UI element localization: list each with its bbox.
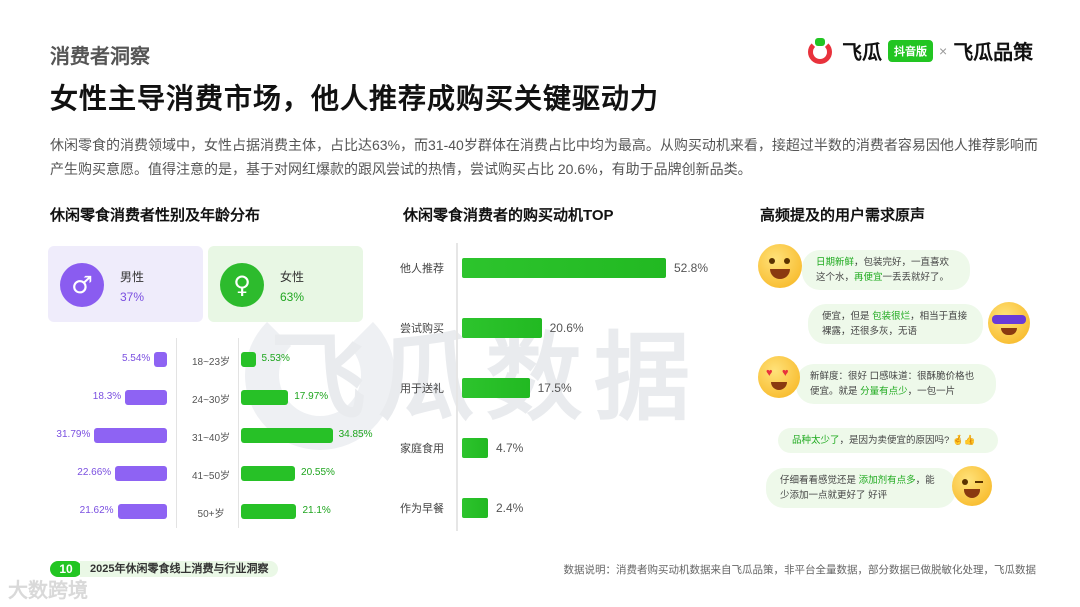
motivation-value: 4.7%	[496, 441, 524, 455]
male-age-value: 5.54%	[121, 353, 151, 364]
brand-logo: 飞瓜 抖音版 × 飞瓜品策	[806, 36, 1033, 65]
motivation-value: 52.8%	[674, 261, 709, 275]
female-age-bar	[241, 466, 296, 481]
logo-separator: ×	[939, 42, 948, 59]
logo-partner: 飞瓜品策	[953, 42, 1034, 64]
motivation-row: 用于送礼 17.5%	[400, 378, 730, 398]
male-age-value: 31.79%	[56, 429, 91, 440]
motivation-row: 他人推荐 52.8%	[400, 258, 730, 278]
age-group-label: 41~50岁	[191, 471, 231, 482]
motivation-bar	[462, 258, 666, 278]
voice-bubble: 仔细看看感觉还是 添加剂有点多，能少添加一点就更好了 好评	[766, 468, 956, 508]
female-age-value: 21.1%	[302, 505, 331, 516]
motivation-label: 他人推荐	[400, 263, 444, 275]
male-card: ♂ 男性 37%	[48, 246, 203, 322]
age-row: 31.79% 31~40岁 34.85%	[48, 426, 378, 446]
male-age-bar	[94, 428, 167, 443]
female-age-bar	[241, 504, 297, 519]
female-label: 女性	[280, 270, 305, 284]
laughing-emoji-icon	[758, 244, 802, 288]
data-source-note: 数据说明：消费者购买动机数据来自飞瓜品策，非平台全量数据，部分数据已做脱敏化处理…	[563, 564, 1037, 576]
female-age-bar	[241, 390, 289, 405]
report-title: 2025年休闲零食线上消费与行业洞察	[80, 561, 279, 577]
motivation-label: 尝试购买	[400, 323, 444, 335]
heart-eyes-emoji-icon: ♥ ♥	[758, 356, 800, 398]
motivation-axis	[456, 243, 458, 531]
motivation-bar	[462, 498, 488, 518]
melon-logo-icon	[806, 37, 836, 64]
motivation-value: 17.5%	[537, 381, 572, 395]
female-age-value: 34.85%	[338, 429, 373, 440]
motivation-bar	[462, 438, 488, 458]
voice-bubble: 新鲜度：很好 口感味道：很酥脆价格也便宜。就是 分量有点少，一包一片	[796, 364, 996, 404]
winking-emoji-icon	[952, 466, 992, 506]
female-age-value: 17.97%	[294, 391, 329, 402]
motivation-label: 作为早餐	[400, 503, 444, 515]
logo-brand: 飞瓜	[842, 42, 882, 64]
gender-age-chart-title: 休闲零食消费者性别及年龄分布	[50, 207, 261, 224]
female-age-bar	[241, 352, 256, 367]
logo-tag: 抖音版	[888, 39, 933, 62]
age-axis-right	[238, 338, 239, 528]
voice-bubble: 品种太少了，是因为卖便宜的原因吗? 🤞👍	[778, 428, 998, 453]
voice-bubble: 日期新鲜，包装完好，一直喜欢这个水，再便宜一丢丢就好了。	[802, 250, 970, 290]
motivation-row: 家庭食用 4.7%	[400, 438, 730, 458]
motivation-label: 用于送礼	[400, 383, 444, 395]
female-age-value: 5.53%	[261, 353, 290, 364]
male-age-value: 22.66%	[77, 467, 112, 478]
age-row: 5.54% 18~23岁 5.53%	[48, 350, 378, 370]
motivation-value: 20.6%	[549, 321, 584, 335]
age-group-label: 18~23岁	[191, 357, 231, 368]
age-group-label: 50+岁	[197, 509, 225, 520]
motivation-bar	[462, 318, 542, 338]
motivation-row: 作为早餐 2.4%	[400, 498, 730, 518]
age-row: 21.62% 50+岁 21.1%	[48, 502, 378, 522]
female-card: ♀ 女性 63%	[208, 246, 363, 322]
age-group-label: 24~30岁	[191, 395, 231, 406]
age-row: 18.3% 24~30岁 17.97%	[48, 388, 378, 408]
voices-title: 高频提及的用户需求原声	[760, 207, 926, 224]
male-symbol-icon: ♂	[60, 263, 104, 307]
male-age-bar	[115, 466, 167, 481]
motivation-row: 尝试购买 20.6%	[400, 318, 730, 338]
female-age-bar	[241, 428, 333, 443]
male-label: 男性	[120, 270, 145, 284]
female-age-value: 20.55%	[301, 467, 335, 478]
age-group-label: 31~40岁	[191, 433, 231, 444]
intro-text: 休闲零食的消费领域中，女性占据消费主体，占比达63%，而31-40岁群体在消费占…	[50, 137, 1038, 177]
age-axis-left	[176, 338, 177, 528]
page-number: 10	[50, 561, 82, 577]
male-age-bar	[117, 504, 167, 519]
female-share: 63%	[280, 290, 305, 304]
male-age-bar	[125, 390, 167, 405]
motivation-label: 家庭食用	[400, 443, 444, 455]
section-label: 消费者洞察	[50, 46, 150, 68]
male-age-value: 18.3%	[92, 391, 122, 402]
male-share: 37%	[120, 290, 145, 304]
corner-watermark: 大数跨境	[8, 578, 88, 602]
female-symbol-icon: ♀	[220, 263, 264, 307]
voice-bubble: 便宜，但是 包装很烂，相当于直接裸露，还很多灰，无语	[808, 304, 983, 344]
age-row: 22.66% 41~50岁 20.55%	[48, 464, 378, 484]
page-title: 女性主导消费市场，他人推荐成购买关键驱动力	[50, 83, 660, 114]
male-age-bar	[154, 352, 167, 367]
male-age-value: 21.62%	[79, 505, 114, 516]
motivation-value: 2.4%	[496, 501, 524, 515]
sunglasses-emoji-icon	[988, 302, 1030, 344]
motivation-bar	[462, 378, 530, 398]
motivation-chart-title: 休闲零食消费者的购买动机TOP	[403, 207, 614, 224]
